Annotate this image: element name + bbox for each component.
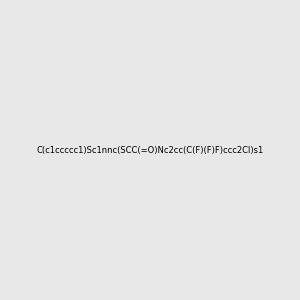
Text: C(c1ccccc1)Sc1nnc(SCC(=O)Nc2cc(C(F)(F)F)ccc2Cl)s1: C(c1ccccc1)Sc1nnc(SCC(=O)Nc2cc(C(F)(F)F)…: [36, 146, 264, 154]
